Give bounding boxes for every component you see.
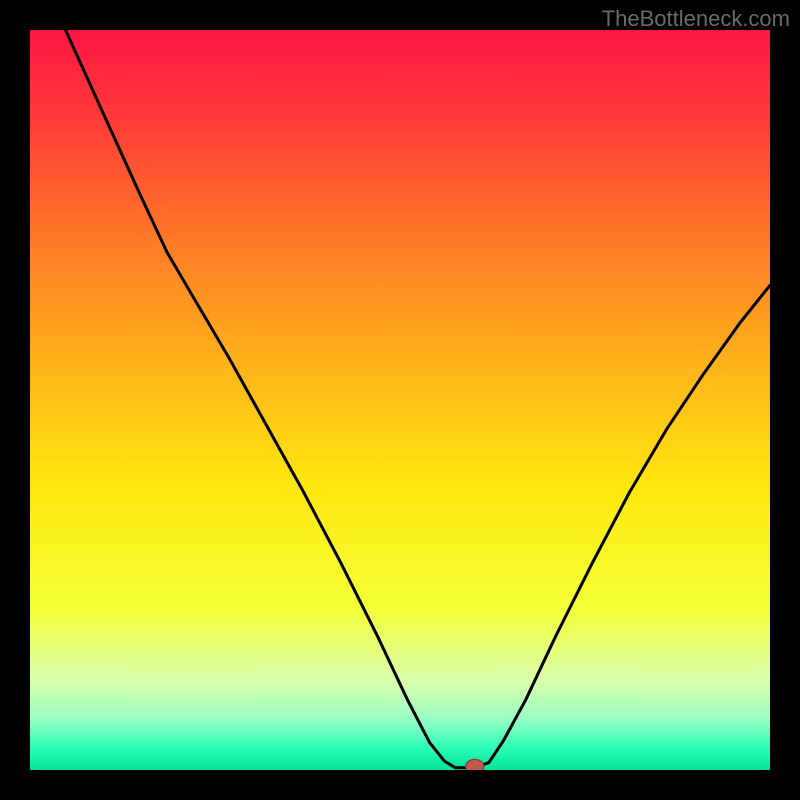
chart-svg xyxy=(0,0,800,800)
plot-background xyxy=(30,30,770,770)
watermark-text: TheBottleneck.com xyxy=(602,6,790,32)
bottleneck-chart: TheBottleneck.com xyxy=(0,0,800,800)
